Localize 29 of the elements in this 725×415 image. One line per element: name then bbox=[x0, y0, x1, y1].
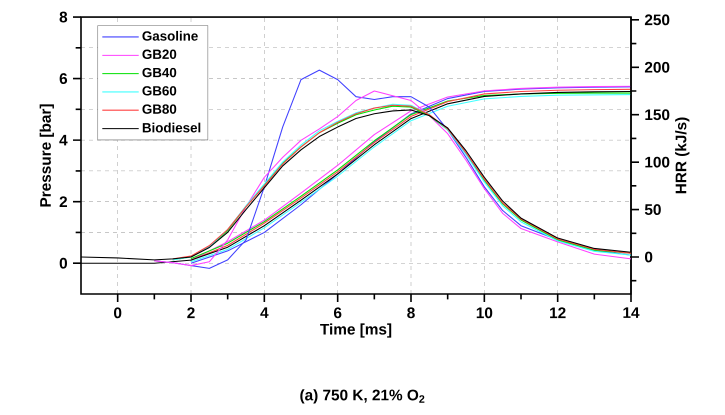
x-tick-label: 14 bbox=[623, 307, 640, 318]
x-tick-label: 4 bbox=[260, 307, 269, 318]
y2-tick-label: 100 bbox=[645, 156, 670, 168]
legend-label: Gasoline bbox=[142, 30, 198, 41]
y2-tick-label: 250 bbox=[644, 14, 670, 26]
y-tick-label: 4 bbox=[59, 134, 68, 146]
x-tick-label: 0 bbox=[114, 307, 122, 318]
y-axis-title: Pressure [bar] bbox=[40, 104, 54, 206]
legend-label: GB40 bbox=[142, 68, 176, 78]
x-tick-label: 12 bbox=[550, 307, 566, 318]
y-tick-label: 6 bbox=[60, 73, 68, 84]
x-tick-label: 6 bbox=[334, 307, 342, 318]
text: (a) 750 K, 21% O$_{2}$ bbox=[300, 389, 424, 404]
legend-label: GB20 bbox=[142, 50, 176, 59]
y2-axis-title: HRR (kJ/s) bbox=[675, 118, 690, 194]
y2-tick-label: 50 bbox=[644, 204, 661, 215]
legend-label: GB80 bbox=[142, 104, 176, 114]
y2-tick-label: 0 bbox=[644, 252, 652, 262]
y-tick-label: 2 bbox=[60, 196, 67, 208]
y-tick-label: 0 bbox=[60, 258, 67, 269]
y-tick-label: 8 bbox=[60, 12, 68, 22]
legend-label: Biodiesel bbox=[142, 122, 200, 132]
y2-tick-label: 200 bbox=[644, 62, 670, 73]
x-axis-title: Time [ms] bbox=[320, 323, 392, 338]
x-tick-label: 8 bbox=[407, 307, 415, 318]
legend-label: GB60 bbox=[142, 86, 176, 96]
x-tick-label: 10 bbox=[476, 307, 492, 318]
y2-tick-label: 150 bbox=[645, 109, 670, 120]
x-tick-label: 2 bbox=[187, 307, 195, 318]
